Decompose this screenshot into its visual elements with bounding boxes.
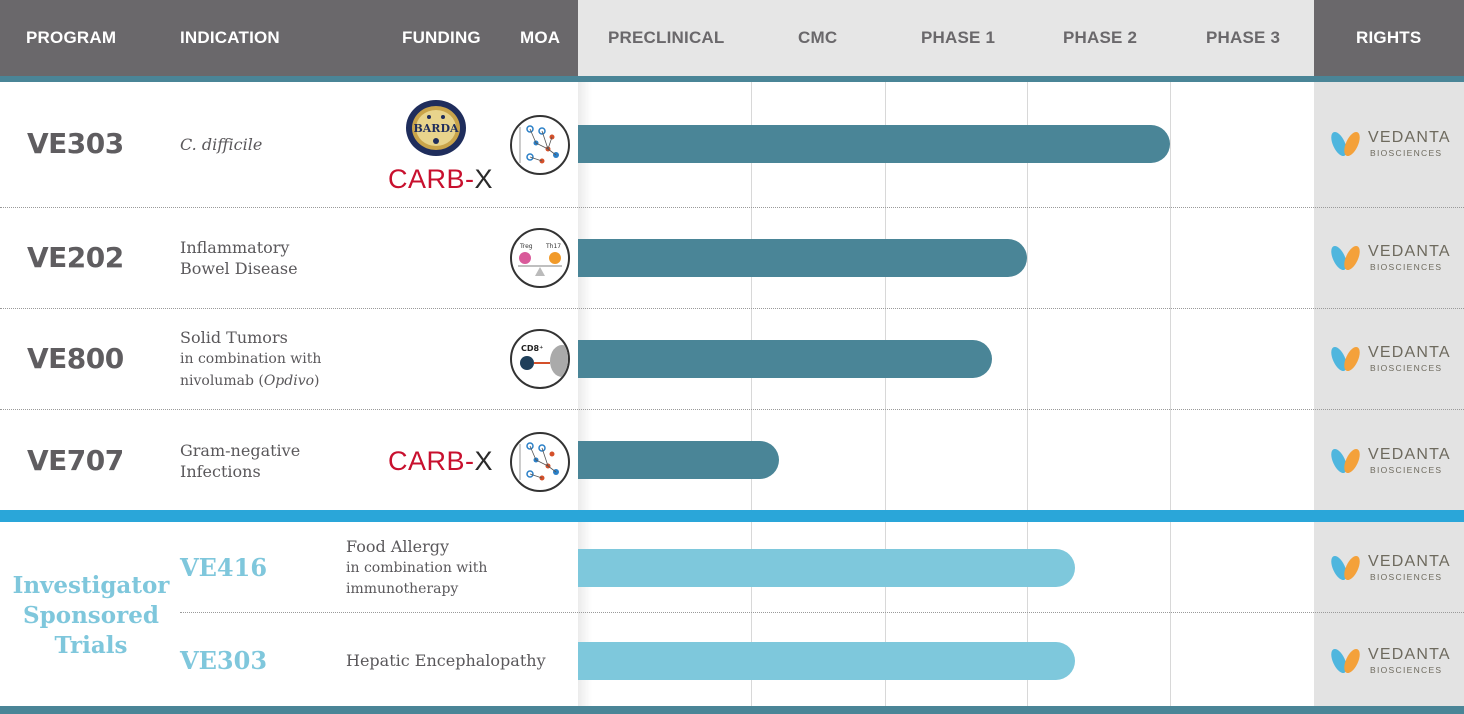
program-name: VE303 — [27, 127, 124, 160]
header-rights: RIGHTS — [1356, 28, 1422, 47]
header-phase-1: PHASE 1 — [921, 28, 996, 47]
ist-separator — [0, 510, 1464, 522]
indication-line: nivolumab (Opdivo) — [180, 373, 320, 389]
gridline-phase3 — [1170, 82, 1171, 706]
vedanta-mark-icon — [1331, 245, 1360, 271]
microbial-network-icon — [510, 432, 570, 492]
program-name: VE707 — [27, 444, 124, 477]
indication-line: Inflammatory — [180, 238, 290, 257]
header-phase-2: PHASE 2 — [1063, 28, 1138, 47]
indication-line: in combination with — [180, 351, 322, 367]
indication-line: immunotherapy — [346, 581, 459, 597]
svg-text:Th17: Th17 — [545, 243, 561, 250]
indication: Hepatic Encephalopathy — [346, 651, 546, 670]
svg-text:Treg: Treg — [519, 243, 533, 250]
ist-program-name: VE416 — [180, 553, 268, 582]
svg-text:CD8⁺: CD8⁺ — [521, 344, 543, 353]
header-phase-cmc: CMC — [798, 28, 838, 47]
barda-text: BARDA — [413, 122, 459, 135]
header-phase-preclinical: PRECLINICAL — [608, 28, 725, 47]
vedanta-mark-icon — [1331, 131, 1360, 157]
progress-bar-ve303 — [578, 125, 1170, 163]
bottom-rule — [0, 706, 1464, 714]
vedanta-mark-icon — [1331, 448, 1360, 474]
gridline-phase1 — [885, 82, 886, 706]
gridline-phase2 — [1027, 82, 1028, 706]
vedanta-logo: VEDANTA BIOSCIENCES — [1330, 444, 1450, 480]
progress-bar-ve707 — [578, 441, 779, 479]
header-phase-3: PHASE 3 — [1206, 28, 1281, 47]
treg-th17-balance-icon: Treg Th17 — [510, 228, 570, 288]
indication-line: in combination with — [346, 560, 488, 576]
header-phase-background — [578, 0, 1314, 76]
vedanta-mark-icon — [1331, 346, 1360, 372]
barda-seal-icon: BARDA — [405, 99, 467, 157]
row-divider — [0, 409, 1464, 410]
rights-column-background — [1314, 82, 1464, 714]
indication-line: Food Allergy — [346, 537, 450, 556]
indication: C. difficile — [180, 135, 263, 154]
header-indication: INDICATION — [180, 28, 280, 47]
header-rule — [0, 76, 1464, 82]
progress-bar-ve800 — [578, 340, 992, 378]
vedanta-logo: VEDANTA BIOSCIENCES — [1330, 127, 1450, 163]
ist-program-name: VE303 — [180, 646, 268, 675]
chart-left-shadow — [578, 82, 592, 714]
carbx-logo: CARB-X — [388, 446, 494, 476]
row-divider — [180, 612, 1464, 613]
vedanta-logo: VEDANTA BIOSCIENCES — [1330, 342, 1450, 378]
carbx-logo: CARB-X — [388, 164, 494, 194]
header-rights-background — [1314, 0, 1464, 76]
header-left-background — [0, 0, 578, 76]
vedanta-logo: VEDANTA BIOSCIENCES — [1330, 241, 1450, 277]
vedanta-logo: VEDANTA BIOSCIENCES — [1330, 644, 1450, 680]
program-name: VE202 — [27, 241, 124, 274]
vedanta-mark-icon — [1331, 555, 1360, 581]
gridline-cmc — [751, 82, 752, 706]
progress-bar-ve202 — [578, 239, 1027, 277]
indication-line: Gram-negative — [180, 441, 301, 460]
program-name: VE800 — [27, 342, 124, 375]
indication-line: Bowel Disease — [180, 259, 298, 278]
header-moa: MOA — [520, 28, 561, 47]
cd8-tcell-icon: CD8⁺ — [510, 329, 570, 389]
row-divider — [0, 308, 1464, 309]
vedanta-mark-icon — [1331, 648, 1360, 674]
progress-bar-ve416 — [578, 549, 1075, 587]
row-divider — [0, 207, 1464, 208]
ist-label: Investigator Sponsored Trials — [12, 572, 170, 659]
header-funding: FUNDING — [402, 28, 481, 47]
microbial-network-icon — [510, 115, 570, 175]
progress-bar-ve303-ist — [578, 642, 1075, 680]
indication-line: Infections — [180, 462, 261, 481]
vedanta-logo: VEDANTA BIOSCIENCES — [1330, 551, 1450, 587]
header-program: PROGRAM — [26, 28, 117, 47]
indication-line: Solid Tumors — [180, 328, 288, 347]
